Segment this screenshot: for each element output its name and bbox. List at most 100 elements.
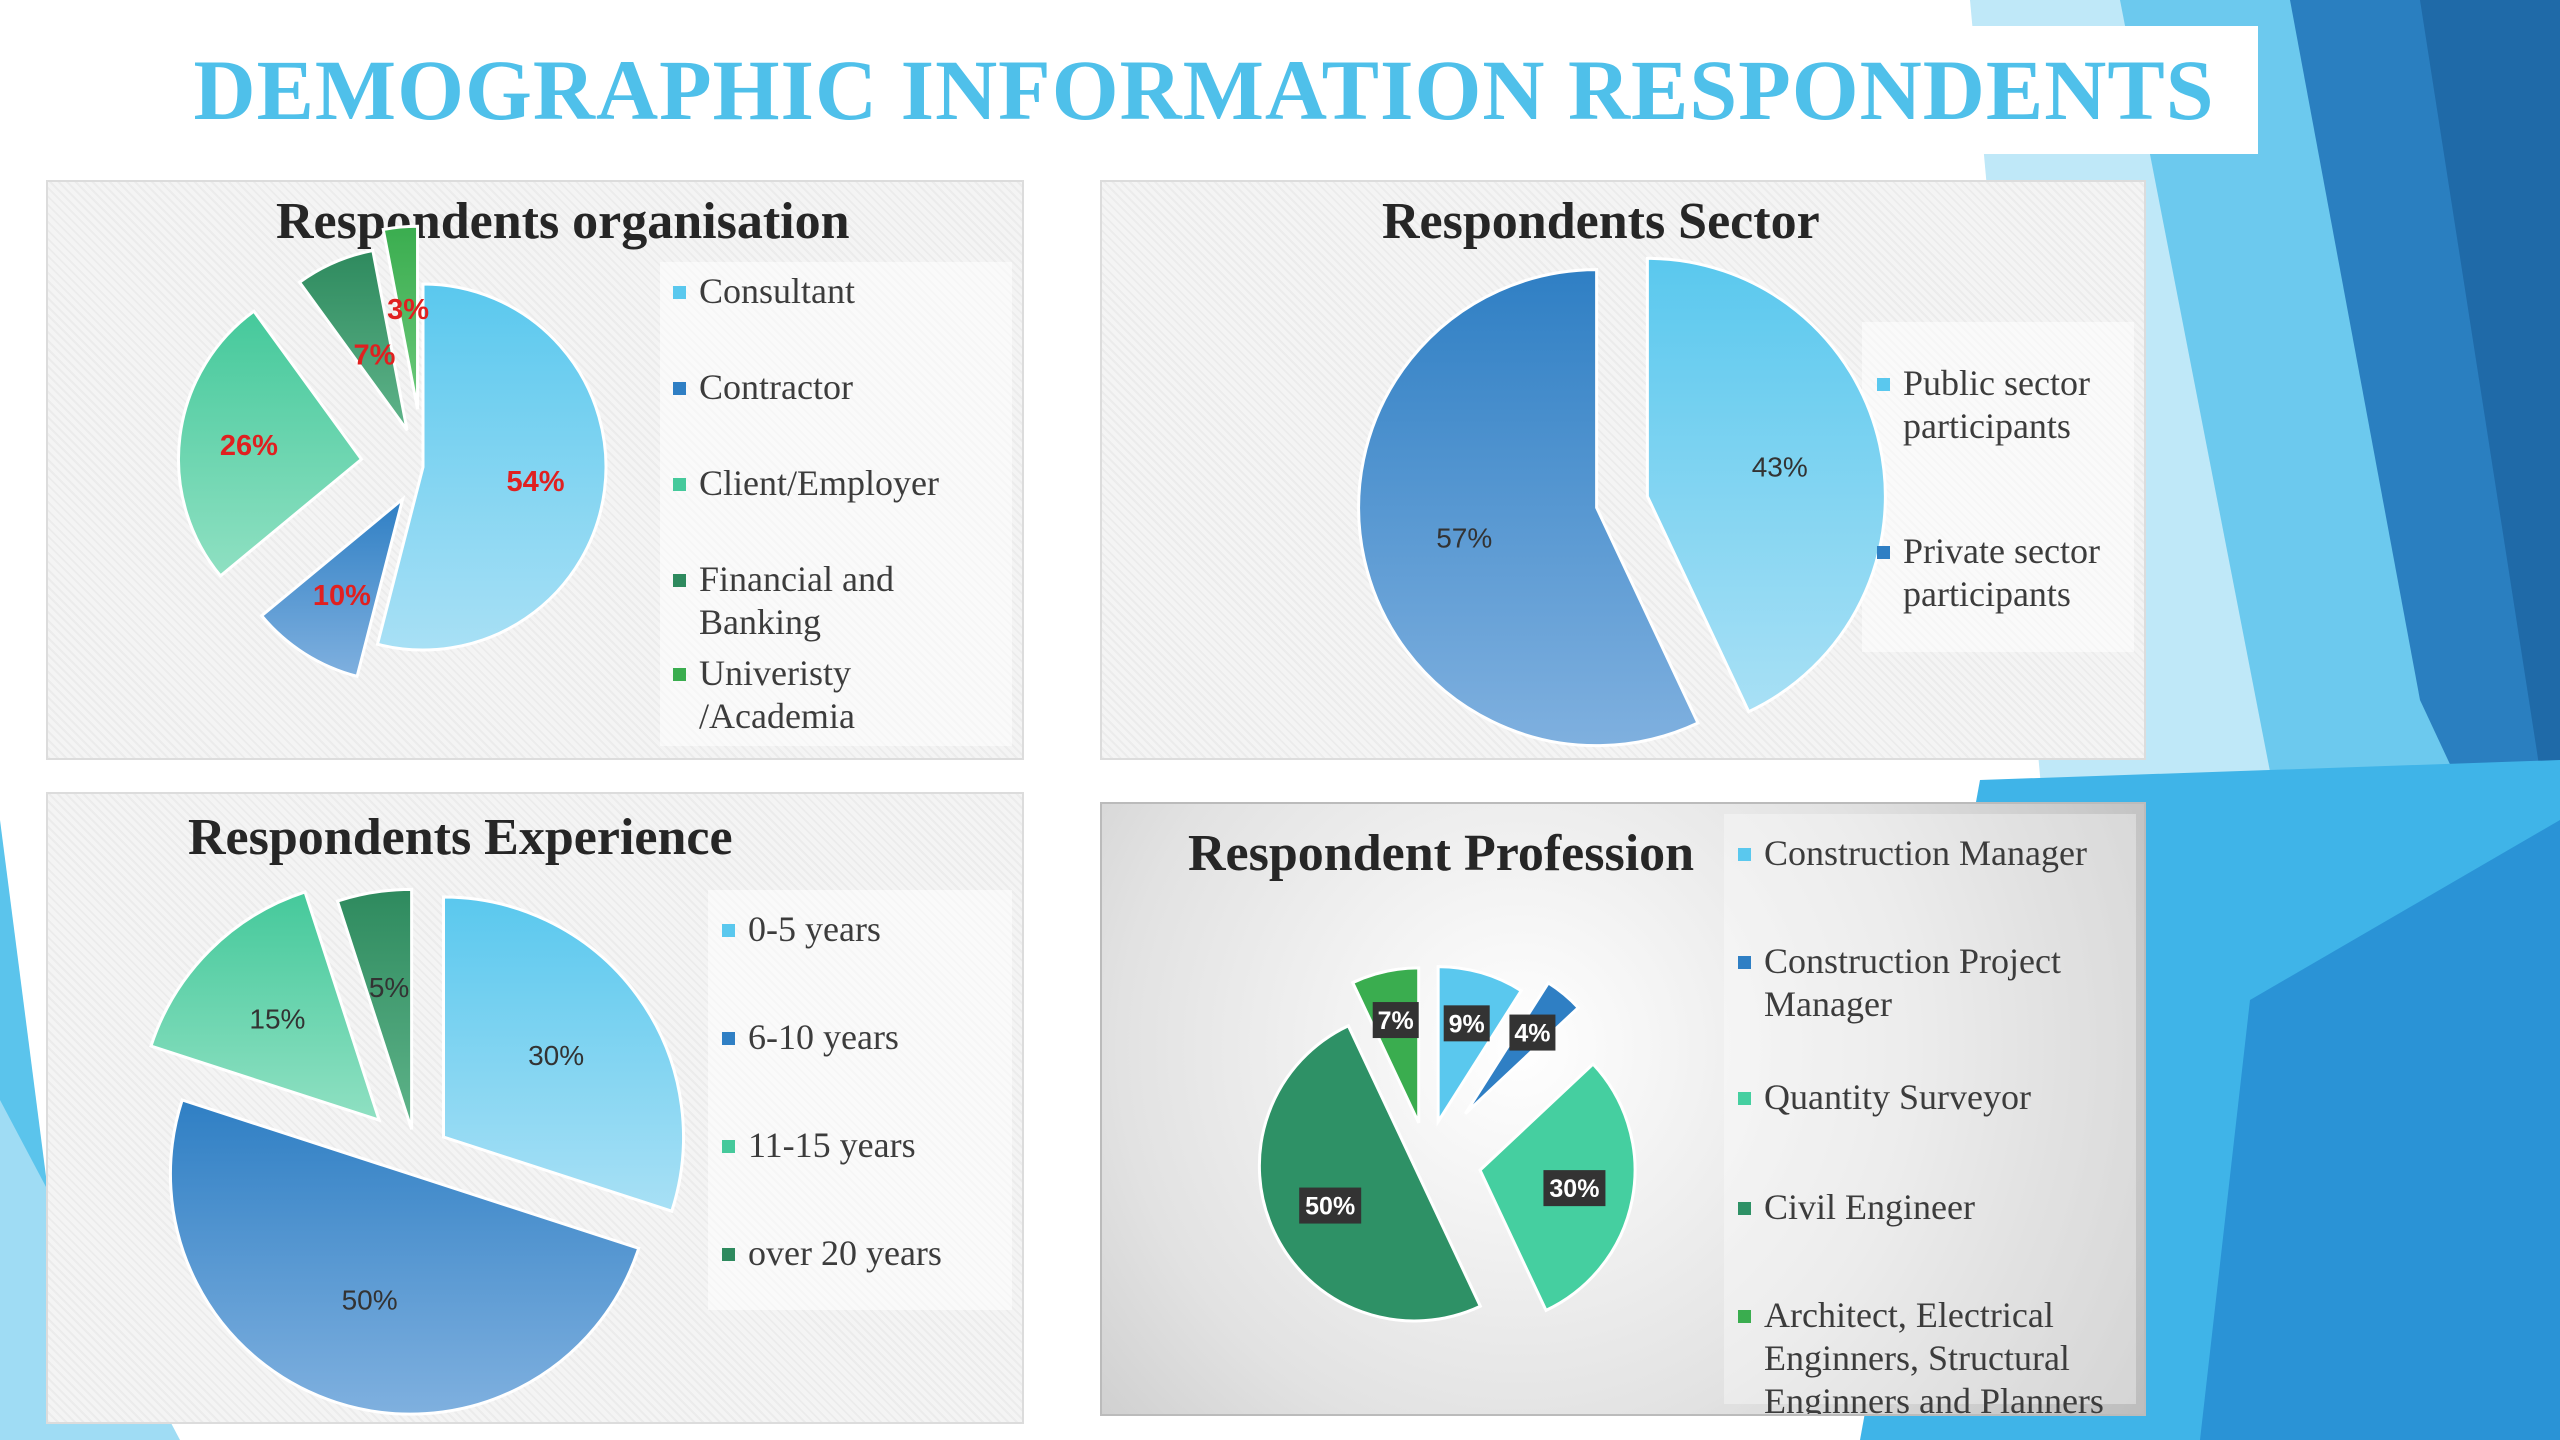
pie-chart: 54% 10% 26% 7% 3%: [177, 224, 608, 679]
legend-swatch: [722, 1248, 735, 1261]
legend-swatch: [1738, 1310, 1751, 1323]
data-label: 7%: [1378, 1007, 1414, 1035]
data-label: 4%: [1514, 1020, 1550, 1048]
legend-swatch: [673, 668, 686, 681]
legend-swatch: [673, 574, 686, 587]
legend-item: Consultant: [673, 270, 855, 313]
pie-slice: [442, 895, 686, 1214]
title-box: DEMOGRAPHIC INFORMATION RESPONDENTS: [150, 26, 2258, 154]
chart-title: Respondent Profession: [1188, 825, 1695, 882]
data-label: 30%: [1549, 1175, 1599, 1203]
legend-swatch: [1877, 546, 1890, 559]
legend-swatch: [673, 382, 686, 395]
legend-label: Construction Project Manager: [1764, 941, 2061, 1024]
pie-slice: [1258, 1023, 1483, 1323]
legend-item: over 20 years: [722, 1232, 942, 1275]
chart-panel-sector: Respondents Sector 43% 57% Public sector …: [1100, 180, 2146, 760]
legend-label: Univeristy /Academia: [699, 653, 855, 736]
legend-item: Univeristy /Academia: [673, 652, 855, 738]
legend-area: [660, 262, 1012, 746]
data-label-box: [1299, 1187, 1362, 1224]
legend-item: Construction Project Manager: [1738, 940, 2061, 1026]
chart-panel-experience: Respondents Experience 30% 50% 15% 5% 0-5 y…: [46, 792, 1024, 1424]
legend-swatch: [722, 924, 735, 937]
chart-panel-profession: Respondent Profession 9% 4% 30% 50% 7% Const…: [1100, 802, 2146, 1416]
pie-slice: [1436, 965, 1524, 1127]
legend-item: Financial and Banking: [673, 558, 894, 644]
legend-label: 11-15 years: [748, 1125, 916, 1165]
legend-label: Architect, Electrical Enginners, Structu…: [1764, 1295, 2104, 1416]
legend-area: [1724, 814, 2136, 1404]
legend-label: 6-10 years: [748, 1017, 899, 1057]
data-label: 30%: [528, 1040, 584, 1071]
legend-label: Construction Manager: [1764, 833, 2087, 873]
legend-label: Consultant: [699, 271, 856, 311]
legend-swatch: [673, 286, 686, 299]
data-label: 43%: [1752, 452, 1808, 483]
pie-slice: [259, 494, 406, 679]
pie-chart: 30% 50% 15% 5%: [149, 887, 686, 1416]
legend-label: Financial and Banking: [699, 559, 894, 642]
legend-label: over 20 years: [748, 1233, 942, 1273]
legend-area: [708, 890, 1012, 1310]
legend-label: Contractor: [699, 367, 853, 407]
legend-label: Client/Employer: [699, 463, 939, 503]
data-label-box: [1543, 1170, 1606, 1207]
data-label: 54%: [507, 466, 565, 498]
legend-label: Public sector participants: [1903, 363, 2090, 446]
legend-swatch: [1738, 956, 1751, 969]
data-label-box: [1509, 1014, 1556, 1051]
data-label: 10%: [313, 580, 371, 612]
data-label-box: [1443, 1005, 1490, 1042]
legend-item: Private sector participants: [1877, 530, 2100, 616]
pie-chart: 9% 4% 30% 50% 7%: [1258, 965, 1637, 1323]
legend-label: 0-5 years: [748, 909, 881, 949]
legend-label: Private sector participants: [1903, 531, 2100, 614]
legend-swatch: [1738, 848, 1751, 861]
legend-swatch: [1877, 378, 1890, 391]
legend-item: Client/Employer: [673, 462, 939, 505]
legend-item: Public sector participants: [1877, 362, 2090, 448]
chart-panel-organisation: Respondents organisation 54% 10% 26% 7% 3% C…: [46, 180, 1024, 760]
pie-slice: [149, 890, 382, 1123]
legend-item: 11-15 years: [722, 1124, 916, 1167]
chart-title: Respondents Sector: [1382, 193, 1820, 250]
legend-swatch: [1738, 1092, 1751, 1105]
data-label: 50%: [342, 1285, 398, 1316]
legend-item: 6-10 years: [722, 1016, 899, 1059]
data-label: 9%: [1449, 1010, 1485, 1038]
legend-swatch: [673, 478, 686, 491]
legend-item: Architect, Electrical Enginners, Structu…: [1738, 1294, 2104, 1416]
chart-title: Respondents Experience: [188, 809, 733, 866]
chart-title: Respondents organisation: [276, 193, 850, 250]
pie-slice: [381, 224, 420, 410]
page-title: DEMOGRAPHIC INFORMATION RESPONDENTS: [193, 42, 2215, 138]
legend-swatch: [722, 1140, 735, 1153]
pie-slice: [1645, 256, 1887, 714]
data-label: 50%: [1305, 1193, 1355, 1221]
pie-slice: [1357, 268, 1700, 748]
pie-slice: [297, 248, 409, 432]
data-label-box: [1372, 1002, 1419, 1039]
data-label: 57%: [1436, 522, 1492, 553]
pie-slice: [375, 282, 608, 652]
pie-slice: [177, 309, 364, 578]
legend-item: Quantity Surveyor: [1738, 1076, 2031, 1119]
legend-item: 0-5 years: [722, 908, 881, 951]
legend-item: Civil Engineer: [1738, 1186, 1975, 1229]
legend-swatch: [722, 1032, 735, 1045]
legend-label: Civil Engineer: [1764, 1187, 1975, 1227]
pie-slice: [169, 1098, 641, 1416]
legend-item: Contractor: [673, 366, 853, 409]
legend-item: Construction Manager: [1738, 832, 2087, 875]
data-label: 7%: [353, 340, 395, 372]
data-label: 15%: [249, 1003, 305, 1034]
legend-area: [1862, 322, 2134, 652]
data-label: 3%: [387, 294, 429, 326]
legend-swatch: [1738, 1202, 1751, 1215]
data-label: 5%: [369, 972, 409, 1003]
legend-label: Quantity Surveyor: [1764, 1077, 2031, 1117]
data-label: 26%: [220, 430, 278, 462]
pie-slice: [335, 887, 414, 1130]
pie-chart: 43% 57%: [1357, 256, 1887, 748]
